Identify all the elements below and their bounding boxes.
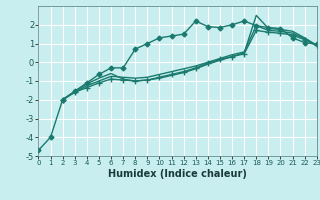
X-axis label: Humidex (Indice chaleur): Humidex (Indice chaleur)	[108, 169, 247, 179]
